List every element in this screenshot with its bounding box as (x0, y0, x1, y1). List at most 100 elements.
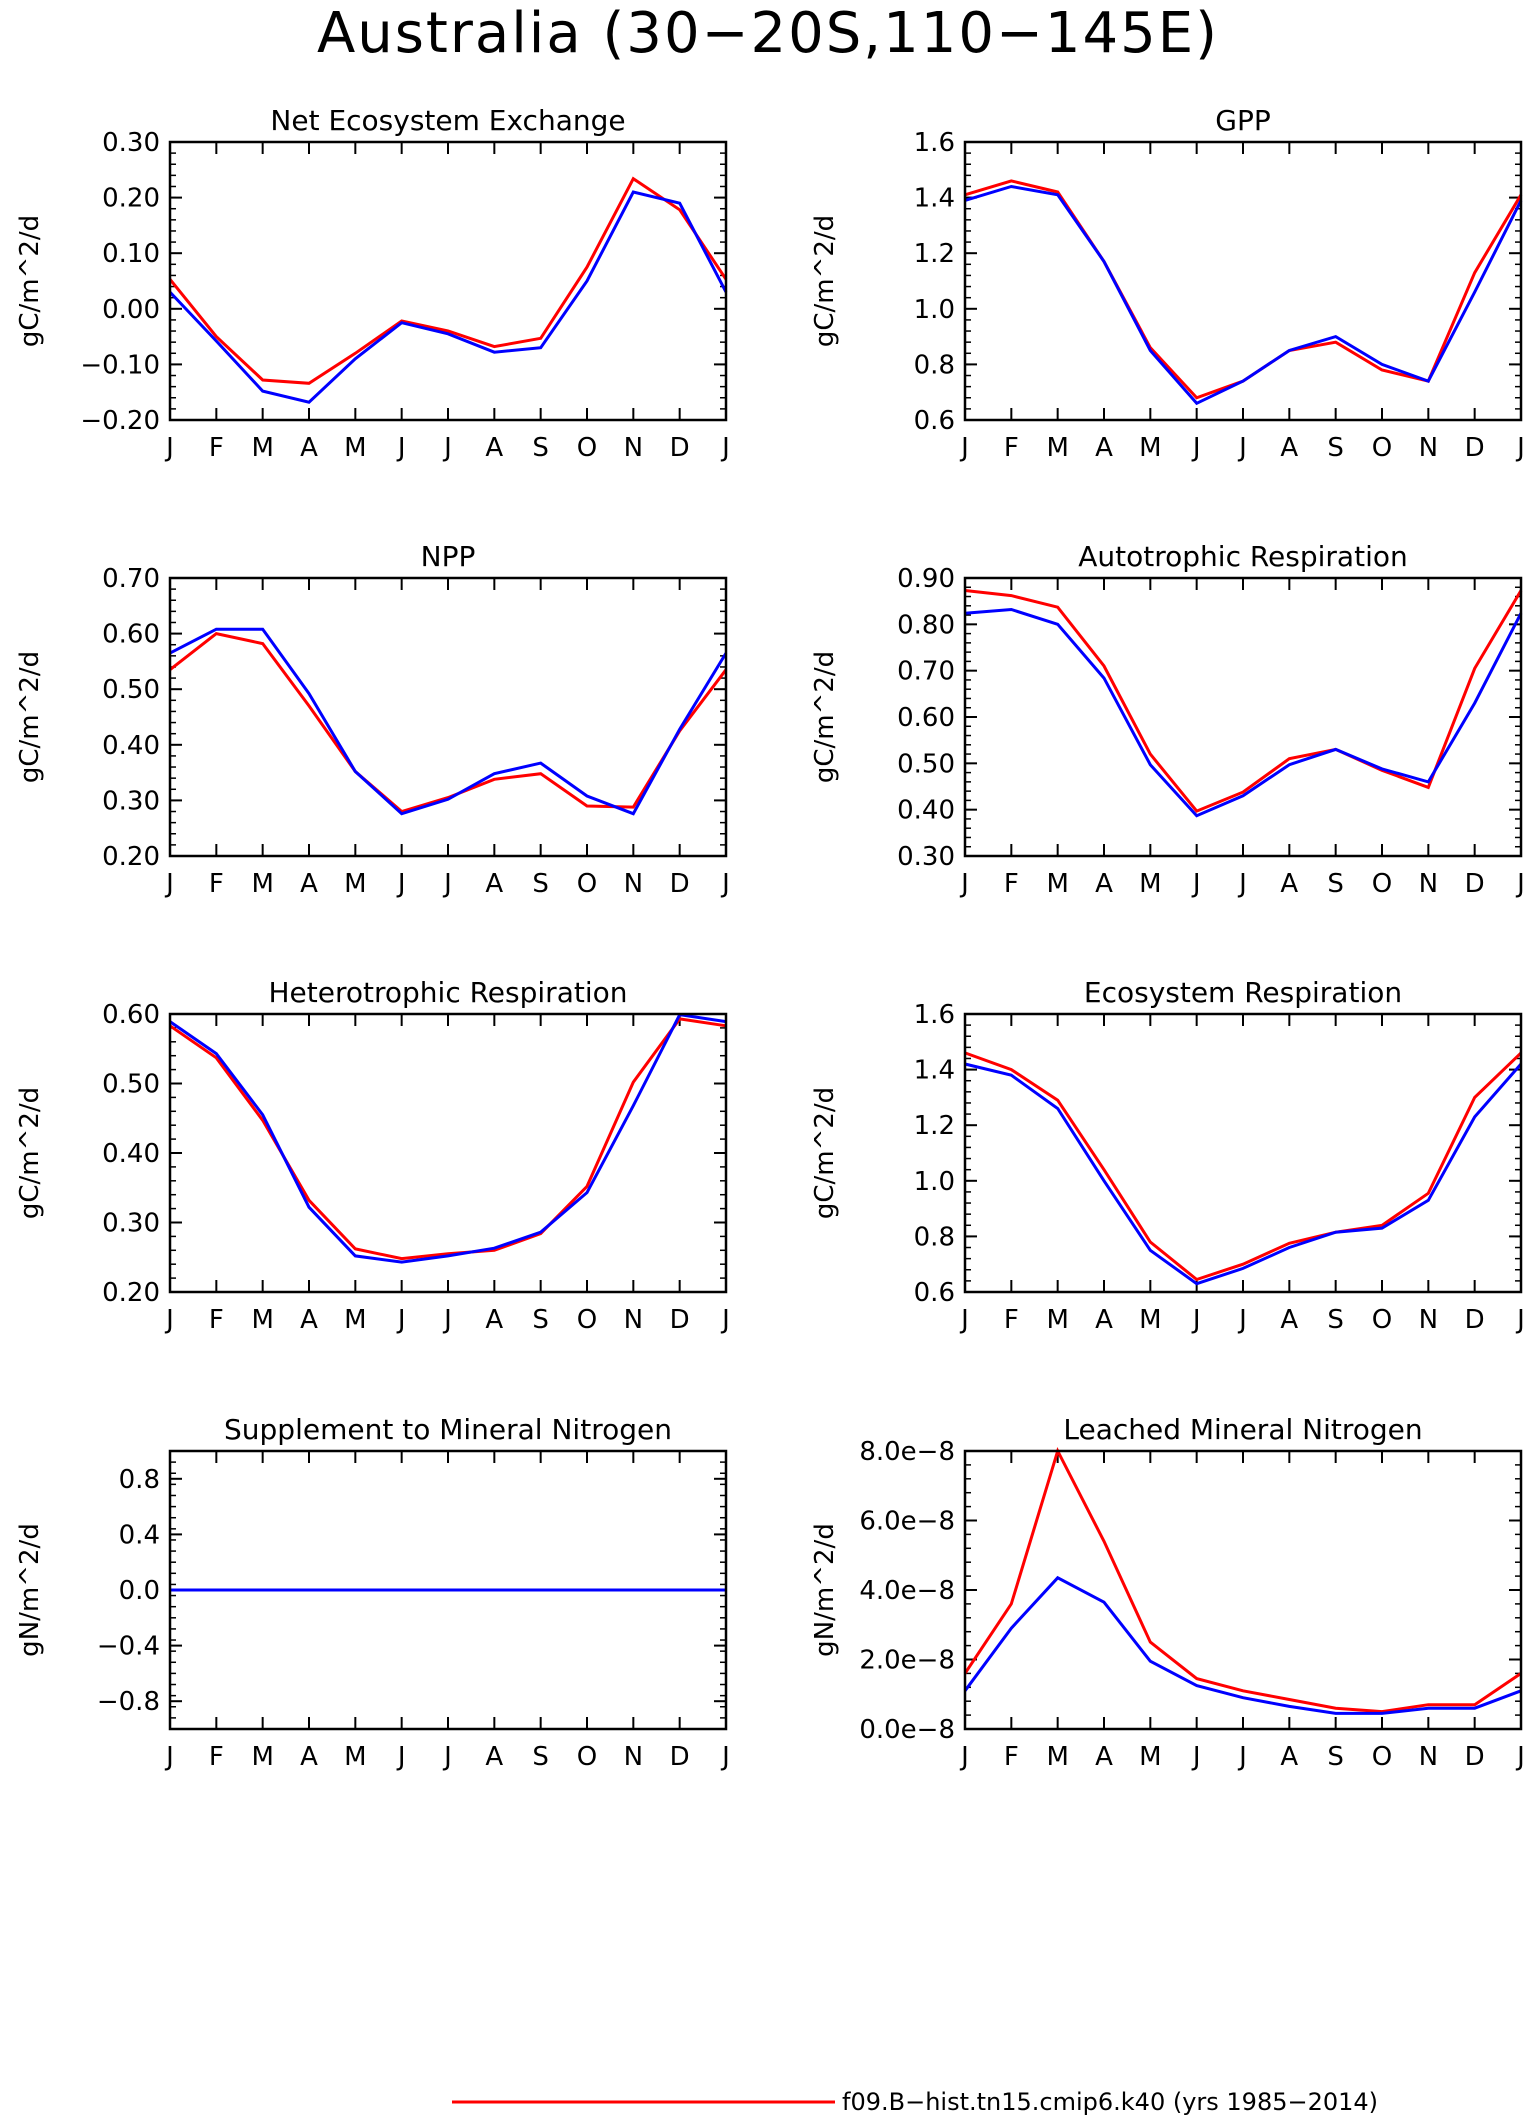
x-tick-label: F (1004, 1305, 1019, 1335)
x-tick-label: J (1191, 1742, 1201, 1772)
x-tick-label: A (485, 433, 503, 463)
x-tick-label: M (344, 869, 366, 899)
panel-title: Leached Mineral Nitrogen (1063, 1413, 1422, 1446)
x-tick-label: J (396, 869, 406, 899)
y-tick-label: 0.4 (119, 1520, 160, 1550)
x-tick-label: A (1095, 1305, 1113, 1335)
x-tick-label: M (1139, 1742, 1161, 1772)
x-tick-label: A (1280, 433, 1298, 463)
y-tick-label: −0.4 (97, 1632, 160, 1662)
x-tick-label: J (396, 1742, 406, 1772)
x-tick-label: A (1280, 1742, 1298, 1772)
y-tick-label: 0.60 (897, 703, 955, 733)
x-tick-label: M (251, 1305, 273, 1335)
x-tick-label: N (1419, 1305, 1438, 1335)
x-tick-label: J (1515, 433, 1525, 463)
x-tick-label: A (485, 1742, 503, 1772)
y-axis-label: gC/m^2/d (15, 1087, 45, 1219)
x-tick-label: J (442, 1742, 452, 1772)
x-tick-label: M (344, 1742, 366, 1772)
x-tick-label: F (209, 433, 224, 463)
x-tick-label: O (1372, 869, 1392, 899)
x-tick-label: A (485, 1305, 503, 1335)
page-title: Australia (30−20S,110−145E) (317, 1, 1219, 66)
y-tick-label: 0.40 (102, 1139, 160, 1169)
x-tick-label: D (1465, 433, 1485, 463)
x-tick-label: M (1046, 1742, 1068, 1772)
y-tick-label: 1.2 (914, 1111, 955, 1141)
plot-frame (963, 1449, 1523, 1731)
y-tick-label: 0.40 (102, 731, 160, 761)
x-tick-label: J (1237, 433, 1247, 463)
x-tick-label: J (959, 433, 969, 463)
x-tick-label: J (1515, 869, 1525, 899)
x-tick-label: N (624, 433, 643, 463)
y-tick-label: 6.0e−8 (859, 1507, 955, 1537)
series-line-1 (169, 1017, 727, 1261)
panel-6: Ecosystem Respiration gC/m^2/d 0.6 0.8 1.0 1.… (810, 976, 1525, 1335)
panel-title: GPP (1215, 104, 1270, 137)
x-tick-label: M (1046, 869, 1068, 899)
y-tick-label: 1.4 (914, 184, 955, 214)
y-tick-label: 0.60 (102, 620, 160, 650)
y-tick-label: 0.0e−8 (859, 1715, 955, 1745)
y-tick-label: 2.0e−8 (859, 1646, 955, 1676)
y-tick-label: 0.30 (102, 128, 160, 158)
y-axis-label: gC/m^2/d (810, 651, 840, 783)
x-tick-label: J (442, 433, 452, 463)
x-tick-label: A (300, 1305, 318, 1335)
x-tick-label: S (1327, 1305, 1344, 1335)
x-tick-label: O (1372, 1742, 1392, 1772)
y-axis-label: gC/m^2/d (810, 215, 840, 347)
x-tick-label: M (1139, 433, 1161, 463)
x-tick-label: O (577, 869, 597, 899)
x-tick-label: J (720, 433, 730, 463)
x-tick-label: M (1139, 1305, 1161, 1335)
x-tick-label: J (1515, 1742, 1525, 1772)
x-tick-label: D (670, 869, 690, 899)
x-tick-label: J (164, 1742, 174, 1772)
x-tick-label: D (1465, 1305, 1485, 1335)
series-line-1 (168, 176, 728, 385)
y-tick-label: 0.00 (102, 295, 160, 325)
plot-frame (963, 1012, 1523, 1294)
panel-7: Supplement to Mineral Nitrogen gN/m^2/d −0… (15, 1413, 730, 1772)
series-line-1 (963, 1447, 1522, 1714)
x-tick-label: M (1046, 433, 1068, 463)
y-tick-label: 0.70 (102, 564, 160, 594)
panels: Net Ecosystem Exchange gC/m^2/d −0.20 −0.10… (15, 104, 1525, 1772)
x-tick-label: O (577, 433, 597, 463)
x-tick-label: J (720, 869, 730, 899)
y-tick-label: 0.20 (102, 1278, 160, 1308)
x-tick-label: J (442, 869, 452, 899)
plot-frame (963, 576, 1523, 858)
y-tick-label: 0.80 (897, 610, 955, 640)
y-tick-label: 0.30 (102, 786, 160, 816)
y-tick-label: 0.50 (897, 749, 955, 779)
x-tick-label: A (1280, 869, 1298, 899)
x-tick-label: M (1046, 1305, 1068, 1335)
x-tick-label: F (1004, 869, 1019, 899)
y-tick-label: 0.10 (102, 239, 160, 269)
x-tick-label: J (164, 869, 174, 899)
x-tick-label: J (1191, 1305, 1201, 1335)
x-tick-label: J (959, 1742, 969, 1772)
panel-title: Net Ecosystem Exchange (270, 104, 625, 137)
panel-8: Leached Mineral Nitrogen gN/m^2/d 0.0e−8 2.… (810, 1413, 1525, 1772)
x-tick-label: J (1237, 869, 1247, 899)
x-tick-label: A (300, 1742, 318, 1772)
plot-frame (168, 576, 728, 858)
plot-frame (168, 1012, 728, 1294)
x-tick-label: O (1372, 433, 1392, 463)
x-tick-label: S (1327, 869, 1344, 899)
x-tick-label: D (670, 1742, 690, 1772)
y-tick-label: 0.20 (102, 842, 160, 872)
panel-5: Heterotrophic Respiration gC/m^2/d 0.20 0.3… (15, 976, 730, 1335)
x-tick-label: O (577, 1742, 597, 1772)
x-tick-label: M (251, 433, 273, 463)
x-tick-label: A (1095, 1742, 1113, 1772)
series-line-1 (169, 631, 728, 814)
x-tick-label: S (532, 869, 549, 899)
